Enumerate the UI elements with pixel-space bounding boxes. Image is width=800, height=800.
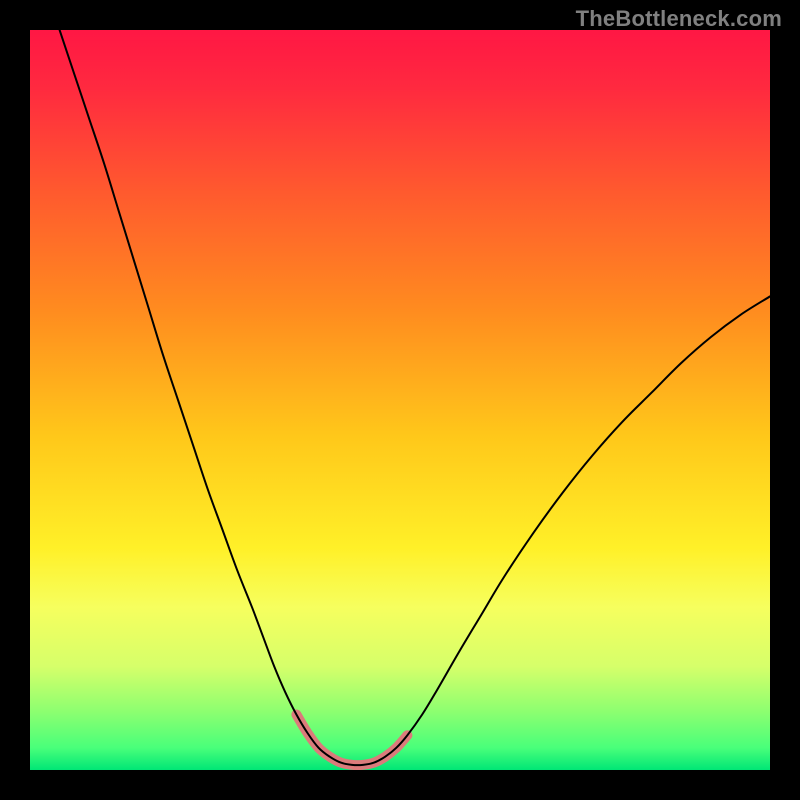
gradient-background	[30, 30, 770, 770]
plot-svg	[30, 30, 770, 770]
watermark-text: TheBottleneck.com	[576, 6, 782, 32]
plot-area	[30, 30, 770, 770]
chart-frame: TheBottleneck.com	[0, 0, 800, 800]
